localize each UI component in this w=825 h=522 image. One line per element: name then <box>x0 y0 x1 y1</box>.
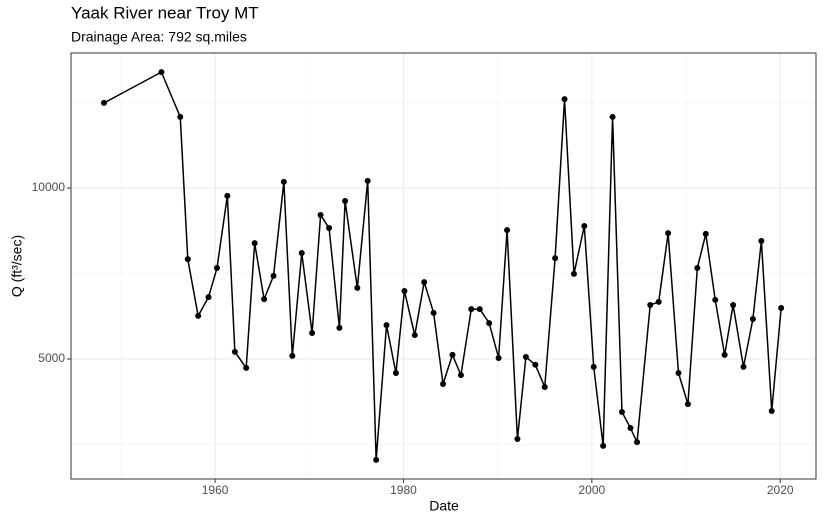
data-point <box>522 353 529 360</box>
data-point <box>541 384 548 391</box>
x-tick-label: 1960 <box>202 483 229 497</box>
x-tick-label: 2000 <box>578 483 605 497</box>
data-point <box>280 178 287 185</box>
data-point <box>768 407 775 414</box>
data-point <box>702 230 709 237</box>
x-tick-label: 1980 <box>390 483 417 497</box>
data-point <box>440 380 447 387</box>
data-point <box>618 408 625 415</box>
data-point <box>326 225 333 232</box>
data-point <box>532 361 539 368</box>
data-point <box>468 306 475 313</box>
data-point <box>373 456 380 463</box>
data-point <box>730 301 737 308</box>
data-point <box>401 287 408 294</box>
y-tick-label: 5000 <box>38 351 65 365</box>
data-point <box>684 401 691 408</box>
data-point <box>486 320 493 327</box>
data-point <box>158 69 165 76</box>
data-point <box>195 312 202 319</box>
data-point <box>205 294 212 301</box>
data-point <box>317 212 324 219</box>
data-point <box>504 227 511 234</box>
data-point <box>749 315 756 322</box>
data-point <box>647 301 654 308</box>
data-point <box>581 222 588 229</box>
data-line <box>103 71 782 460</box>
data-point <box>336 324 343 331</box>
data-point <box>675 370 682 377</box>
data-point <box>694 265 701 272</box>
data-point <box>665 230 672 237</box>
data-point <box>231 348 238 355</box>
data-point <box>655 298 662 305</box>
chart-title: Yaak River near Troy MT <box>71 3 259 22</box>
panel-border <box>70 52 817 480</box>
data-point <box>609 113 616 120</box>
data-point <box>224 192 231 199</box>
data-point <box>383 322 390 329</box>
data-point <box>342 198 349 205</box>
data-point <box>552 255 559 262</box>
data-point <box>184 256 191 263</box>
data-point <box>421 279 428 286</box>
data-point <box>309 330 316 337</box>
data-point <box>514 435 521 442</box>
data-point <box>298 250 305 257</box>
data-point <box>364 177 371 184</box>
data-point <box>600 442 607 449</box>
data-point <box>476 306 483 313</box>
chart-subtitle: Drainage Area: 792 sq.miles <box>71 29 247 45</box>
data-point <box>778 305 785 312</box>
data-point <box>354 284 361 291</box>
data-point <box>457 372 464 379</box>
data-point <box>411 332 418 339</box>
data-point <box>270 272 277 279</box>
data-point <box>289 352 296 359</box>
data-point <box>570 270 577 277</box>
data-point <box>251 240 258 247</box>
data-point <box>721 351 728 358</box>
data-point <box>392 370 399 377</box>
data-point <box>561 96 568 103</box>
data-point <box>177 113 184 120</box>
y-tick-label: 10000 <box>32 180 66 194</box>
x-tick-label: 2020 <box>767 483 794 497</box>
data-point <box>627 425 634 432</box>
x-axis-title: Date <box>429 498 459 514</box>
data-point <box>634 439 641 446</box>
data-point <box>100 99 107 106</box>
data-point <box>213 265 220 272</box>
data-point <box>758 238 765 245</box>
data-point <box>430 309 437 316</box>
y-axis-title: Q (ft³/sec) <box>9 235 25 297</box>
data-point <box>243 364 250 371</box>
data-point <box>590 363 597 370</box>
data-point <box>740 363 747 370</box>
data-point <box>449 351 456 358</box>
data-point <box>712 296 719 303</box>
data-point <box>495 354 502 361</box>
data-point <box>261 296 268 303</box>
